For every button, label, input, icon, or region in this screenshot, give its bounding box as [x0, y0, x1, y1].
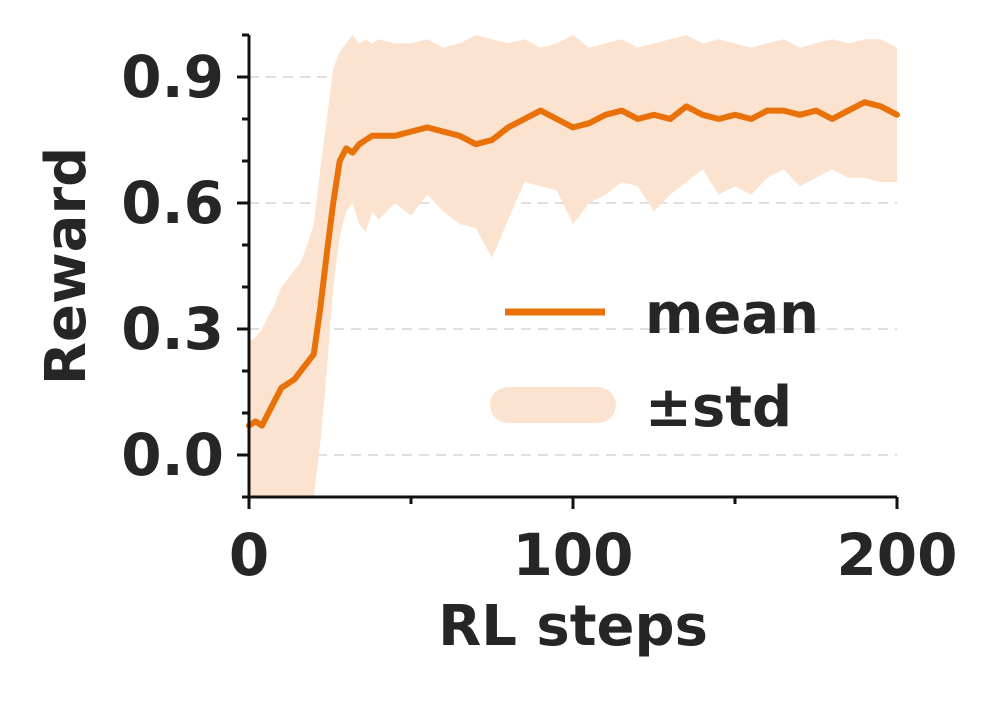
x-axis-title: RL steps: [438, 594, 708, 659]
y-tick-label-1: 0.3: [121, 295, 224, 363]
y-axis-title: Reward: [34, 147, 99, 385]
x-tick-label-1: 100: [512, 521, 633, 589]
ticks: 0 100 200 0.0 0.3 0.6 0.9: [121, 33, 958, 589]
legend: mean ±std: [490, 282, 819, 440]
x-tick-label-2: 200: [836, 521, 957, 589]
x-tick-label-0: 0: [229, 521, 269, 589]
mean-line: [246, 99, 900, 429]
legend-std-label: ±std: [645, 375, 792, 440]
std-band: [249, 35, 897, 497]
y-tick-label-3: 0.9: [121, 43, 224, 111]
legend-mean-label: mean: [645, 282, 819, 347]
y-tick-label-2: 0.6: [121, 169, 224, 237]
y-tick-label-0: 0.0: [121, 421, 224, 489]
